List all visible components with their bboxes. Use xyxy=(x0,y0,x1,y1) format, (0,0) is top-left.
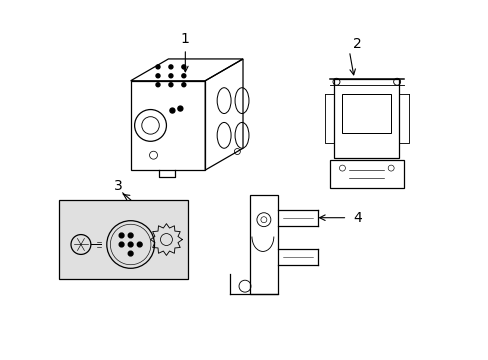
Bar xyxy=(329,160,403,188)
Bar xyxy=(59,200,188,279)
Circle shape xyxy=(168,83,173,87)
Circle shape xyxy=(182,74,185,78)
Circle shape xyxy=(156,83,160,87)
Bar xyxy=(130,81,205,170)
Circle shape xyxy=(128,233,133,238)
Circle shape xyxy=(182,65,185,69)
Circle shape xyxy=(128,242,133,247)
Circle shape xyxy=(137,242,142,247)
Bar xyxy=(334,79,398,158)
Circle shape xyxy=(169,108,175,113)
Text: 2: 2 xyxy=(352,37,361,51)
Circle shape xyxy=(119,233,124,238)
Circle shape xyxy=(168,74,173,78)
Circle shape xyxy=(168,65,173,69)
Text: 3: 3 xyxy=(114,179,123,193)
Circle shape xyxy=(156,74,160,78)
Circle shape xyxy=(119,242,124,247)
Circle shape xyxy=(156,65,160,69)
Circle shape xyxy=(128,251,133,256)
Text: 4: 4 xyxy=(352,211,361,225)
Circle shape xyxy=(182,83,185,87)
Bar xyxy=(342,94,390,133)
Text: 1: 1 xyxy=(181,32,189,46)
Circle shape xyxy=(178,106,183,111)
Bar xyxy=(249,195,277,294)
